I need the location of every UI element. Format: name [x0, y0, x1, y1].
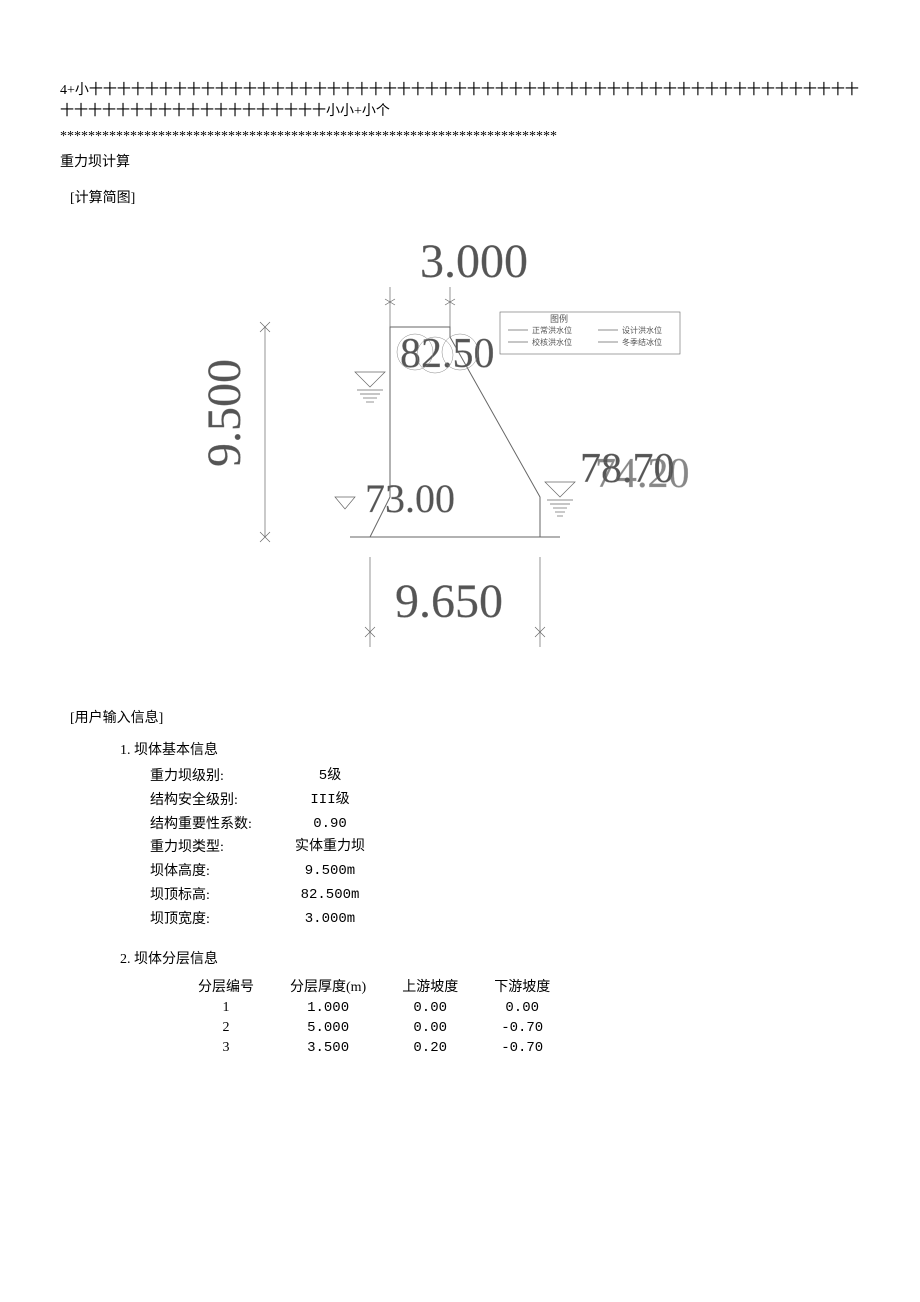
table-header: 下游坡度 — [476, 974, 568, 998]
info-value: 9.500m — [280, 860, 380, 884]
table-cell: 1.000 — [272, 998, 384, 1018]
table-cell: 0.00 — [384, 998, 476, 1018]
table-cell: 3.500 — [272, 1038, 384, 1058]
label-right-2: 74.20 — [595, 451, 690, 497]
info-row: 结构重要性系数:0.90 — [150, 813, 860, 837]
info-value: 5级 — [280, 765, 380, 789]
svg-text:校核洪水位: 校核洪水位 — [532, 337, 572, 347]
table-header: 分层厚度(m) — [272, 974, 384, 998]
info-row: 重力坝类型:实体重力坝 — [150, 836, 860, 860]
info-label: 坝顶宽度: — [150, 908, 280, 932]
info-label: 重力坝级别: — [150, 765, 280, 789]
info-row: 坝顶标高:82.500m — [150, 884, 860, 908]
layer-info-section: 2. 坝体分层信息 分层编号分层厚度(m)上游坡度下游坡度 11.0000.00… — [120, 948, 860, 1058]
table-cell: 0.20 — [384, 1038, 476, 1058]
info-label: 坝顶标高: — [150, 884, 280, 908]
table-row: 11.0000.000.00 — [180, 998, 568, 1018]
svg-text:9.650: 9.650 — [395, 575, 503, 628]
table-cell: 2 — [180, 1018, 272, 1038]
info-value: 3.000m — [280, 908, 380, 932]
info-row: 坝顶宽度:3.000m — [150, 908, 860, 932]
table-cell: 5.000 — [272, 1018, 384, 1038]
info-value: 82.500m — [280, 884, 380, 908]
dim-left: 9.500 — [198, 322, 270, 542]
info-value: 实体重力坝 — [280, 836, 380, 860]
svg-text:正常洪水位: 正常洪水位 — [532, 325, 572, 335]
info-label: 坝体高度: — [150, 860, 280, 884]
basic-info-title: 1. 坝体基本信息 — [120, 739, 860, 759]
table-cell: 1 — [180, 998, 272, 1018]
label-low-left: 73.00 — [335, 476, 455, 521]
header-line-1: 4+小十十十十十十十十十十十十十十十十十十十十十十十十十十十十十十十十十十十十十… — [60, 80, 860, 122]
table-cell: -0.70 — [476, 1038, 568, 1058]
legend: 图例 正常洪水位 校核洪水位 设计洪水位 冬季结冰位 — [500, 312, 680, 354]
svg-text:设计洪水位: 设计洪水位 — [622, 325, 662, 335]
info-value: III级 — [280, 789, 380, 813]
info-label: 结构安全级别: — [150, 789, 280, 813]
table-cell: 3 — [180, 1038, 272, 1058]
layer-info-title: 2. 坝体分层信息 — [120, 948, 860, 968]
water-level-left — [355, 372, 385, 402]
doc-title: 重力坝计算 — [60, 151, 860, 171]
table-cell: 0.00 — [384, 1018, 476, 1038]
water-level-right — [545, 482, 575, 516]
info-label: 重力坝类型: — [150, 836, 280, 860]
svg-text:73.00: 73.00 — [365, 476, 455, 521]
info-label: 结构重要性系数: — [150, 813, 280, 837]
dim-top: 3.000 — [420, 235, 528, 288]
basic-info-section: 1. 坝体基本信息 重力坝级别:5级结构安全级别:III级结构重要性系数:0.9… — [120, 739, 860, 932]
table-row: 33.5000.20-0.70 — [180, 1038, 568, 1058]
header-asterisks: ****************************************… — [60, 126, 860, 147]
table-cell: 0.00 — [476, 998, 568, 1018]
label-top-elev: 82.50 — [397, 331, 495, 377]
info-row: 坝体高度:9.500m — [150, 860, 860, 884]
info-row: 重力坝级别:5级 — [150, 765, 860, 789]
calculation-diagram: 3.000 82.50 73.00 — [160, 227, 720, 687]
table-row: 25.0000.00-0.70 — [180, 1018, 568, 1038]
info-value: 0.90 — [280, 813, 380, 837]
dim-bottom: 9.650 — [365, 557, 545, 647]
info-row: 结构安全级别:III级 — [150, 789, 860, 813]
table-header: 上游坡度 — [384, 974, 476, 998]
table-cell: -0.70 — [476, 1018, 568, 1038]
section-user-input-title: [用户输入信息] — [70, 707, 860, 727]
svg-text:图例: 图例 — [550, 313, 568, 324]
layer-table: 分层编号分层厚度(m)上游坡度下游坡度 11.0000.000.0025.000… — [180, 974, 568, 1058]
svg-text:9.500: 9.500 — [198, 359, 251, 467]
section-diagram-title: [计算简图] — [70, 187, 860, 207]
table-header: 分层编号 — [180, 974, 272, 998]
svg-text:冬季结冰位: 冬季结冰位 — [622, 337, 662, 347]
